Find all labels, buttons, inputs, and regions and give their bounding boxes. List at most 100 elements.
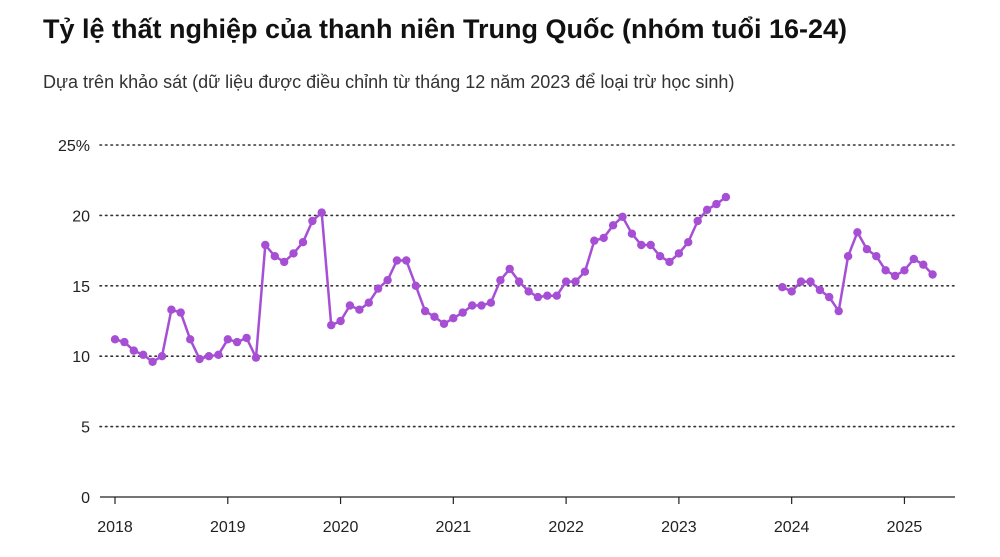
data-point <box>468 301 477 310</box>
data-point <box>646 240 655 250</box>
data-point <box>862 245 872 254</box>
data-point <box>665 257 674 267</box>
data-point <box>580 267 590 276</box>
y-tick-label: 20 <box>72 208 90 225</box>
data-point <box>298 238 308 247</box>
data-point <box>336 316 345 326</box>
data-point <box>373 284 383 293</box>
data-point <box>392 256 402 265</box>
data-point <box>139 350 148 359</box>
data-point <box>561 277 571 286</box>
series-line-1 <box>113 195 728 364</box>
data-point <box>308 216 317 226</box>
data-point <box>712 199 721 209</box>
data-point <box>787 287 796 296</box>
data-point <box>806 277 815 286</box>
data-point <box>195 354 204 364</box>
data-point <box>514 277 524 286</box>
data-point <box>796 277 806 286</box>
data-point <box>919 260 928 269</box>
data-point <box>204 352 214 361</box>
data-point <box>129 346 138 355</box>
data-point <box>533 292 543 302</box>
y-tick-label: 10 <box>72 349 90 366</box>
data-point <box>289 249 298 258</box>
data-point <box>627 229 637 238</box>
y-tick-label: 15 <box>72 279 90 296</box>
data-point <box>364 298 373 307</box>
data-point <box>242 333 251 343</box>
data-point <box>327 321 336 330</box>
y-tick-label: 5 <box>81 420 90 437</box>
data-point <box>693 216 702 226</box>
x-tick-label: 2024 <box>774 519 810 536</box>
data-point <box>486 298 496 307</box>
data-point <box>571 277 580 286</box>
data-point <box>524 287 533 296</box>
data-point <box>167 305 176 314</box>
data-point <box>590 236 599 245</box>
x-tick-label: 2021 <box>436 519 472 536</box>
data-point <box>881 266 890 275</box>
data-point <box>157 352 167 361</box>
data-point <box>430 312 439 321</box>
x-tick-label: 2022 <box>548 519 584 536</box>
data-point <box>872 252 881 261</box>
data-point <box>825 292 834 302</box>
data-point <box>928 270 937 279</box>
x-tick-label: 2018 <box>97 519 133 536</box>
data-point <box>270 252 279 261</box>
data-point <box>702 205 712 214</box>
data-point <box>505 264 514 274</box>
data-point <box>345 301 355 310</box>
data-point <box>411 281 420 290</box>
chart-title: Tỷ lệ thất nghiệp của thanh niên Trung Q… <box>43 14 848 44</box>
data-point <box>608 221 618 230</box>
data-point <box>261 240 270 250</box>
data-point <box>458 308 467 317</box>
data-point <box>280 257 289 267</box>
data-point <box>834 306 843 316</box>
data-point <box>900 266 909 275</box>
data-point <box>674 249 684 258</box>
data-point <box>223 335 232 344</box>
data-point <box>383 276 392 285</box>
data-point <box>815 285 825 295</box>
data-point <box>543 291 552 300</box>
data-point <box>232 337 242 347</box>
data-point <box>355 305 364 314</box>
data-point <box>843 252 853 261</box>
y-tick-label: 0 <box>81 490 90 507</box>
data-point <box>176 308 185 317</box>
data-point <box>496 276 505 285</box>
data-point <box>853 228 862 237</box>
data-point <box>721 192 731 202</box>
data-point <box>186 335 195 344</box>
data-point <box>477 301 486 310</box>
data-point <box>214 350 223 359</box>
data-point <box>110 335 120 344</box>
data-point <box>552 291 561 300</box>
series-line-2 <box>781 231 934 313</box>
data-point <box>599 233 608 243</box>
data-point <box>439 319 449 328</box>
x-tick-label: 2020 <box>323 519 359 536</box>
x-tick-label: 2019 <box>210 519 246 536</box>
data-point <box>120 337 129 347</box>
data-point <box>778 283 787 292</box>
data-point <box>251 353 261 362</box>
y-tick-label: 25% <box>58 138 90 155</box>
data-point <box>655 252 665 261</box>
data-point <box>317 208 326 217</box>
data-point <box>420 306 430 316</box>
data-point <box>637 240 646 250</box>
data-point <box>618 212 627 221</box>
chart-subtitle: Dựa trên khảo sát (dữ liệu được điều chỉ… <box>43 72 735 92</box>
x-tick-label: 2023 <box>661 519 697 536</box>
data-point <box>909 254 918 264</box>
data-point <box>684 238 693 247</box>
data-point <box>402 256 411 265</box>
data-point <box>148 357 157 366</box>
x-tick-label: 2025 <box>887 519 923 536</box>
